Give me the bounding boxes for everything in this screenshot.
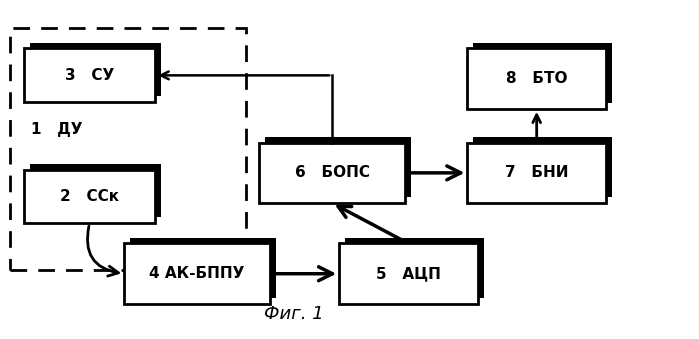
Text: 8   БТО: 8 БТО bbox=[506, 71, 568, 86]
Bar bbox=[130, 238, 275, 298]
Bar bbox=[259, 143, 405, 203]
Text: 4 АК-БППУ: 4 АК-БППУ bbox=[150, 266, 245, 281]
Bar bbox=[29, 163, 161, 217]
Bar bbox=[345, 238, 484, 298]
Bar bbox=[24, 48, 155, 102]
Text: 2   ССк: 2 ССк bbox=[60, 189, 119, 204]
Bar bbox=[266, 137, 411, 197]
Bar bbox=[266, 137, 411, 197]
Bar bbox=[10, 28, 245, 271]
FancyArrowPatch shape bbox=[87, 226, 118, 276]
Bar bbox=[473, 42, 612, 103]
Text: 7   БНИ: 7 БНИ bbox=[505, 165, 568, 180]
Bar bbox=[29, 42, 161, 96]
Bar bbox=[29, 163, 161, 217]
Text: 5   АЦП: 5 АЦП bbox=[376, 266, 441, 281]
Bar bbox=[468, 143, 606, 203]
Bar bbox=[339, 243, 477, 304]
Bar bbox=[473, 137, 612, 197]
Text: 1   ДУ: 1 ДУ bbox=[31, 122, 82, 137]
Bar bbox=[130, 238, 275, 298]
Bar bbox=[29, 42, 161, 96]
Text: 3   СУ: 3 СУ bbox=[65, 68, 114, 83]
Bar bbox=[473, 42, 612, 103]
Bar bbox=[345, 238, 484, 298]
Bar bbox=[24, 170, 155, 223]
Bar bbox=[468, 48, 606, 109]
Bar bbox=[124, 243, 270, 304]
Bar bbox=[473, 137, 612, 197]
Text: 6   БОПС: 6 БОПС bbox=[295, 165, 370, 180]
Text: Фиг. 1: Фиг. 1 bbox=[264, 305, 324, 323]
